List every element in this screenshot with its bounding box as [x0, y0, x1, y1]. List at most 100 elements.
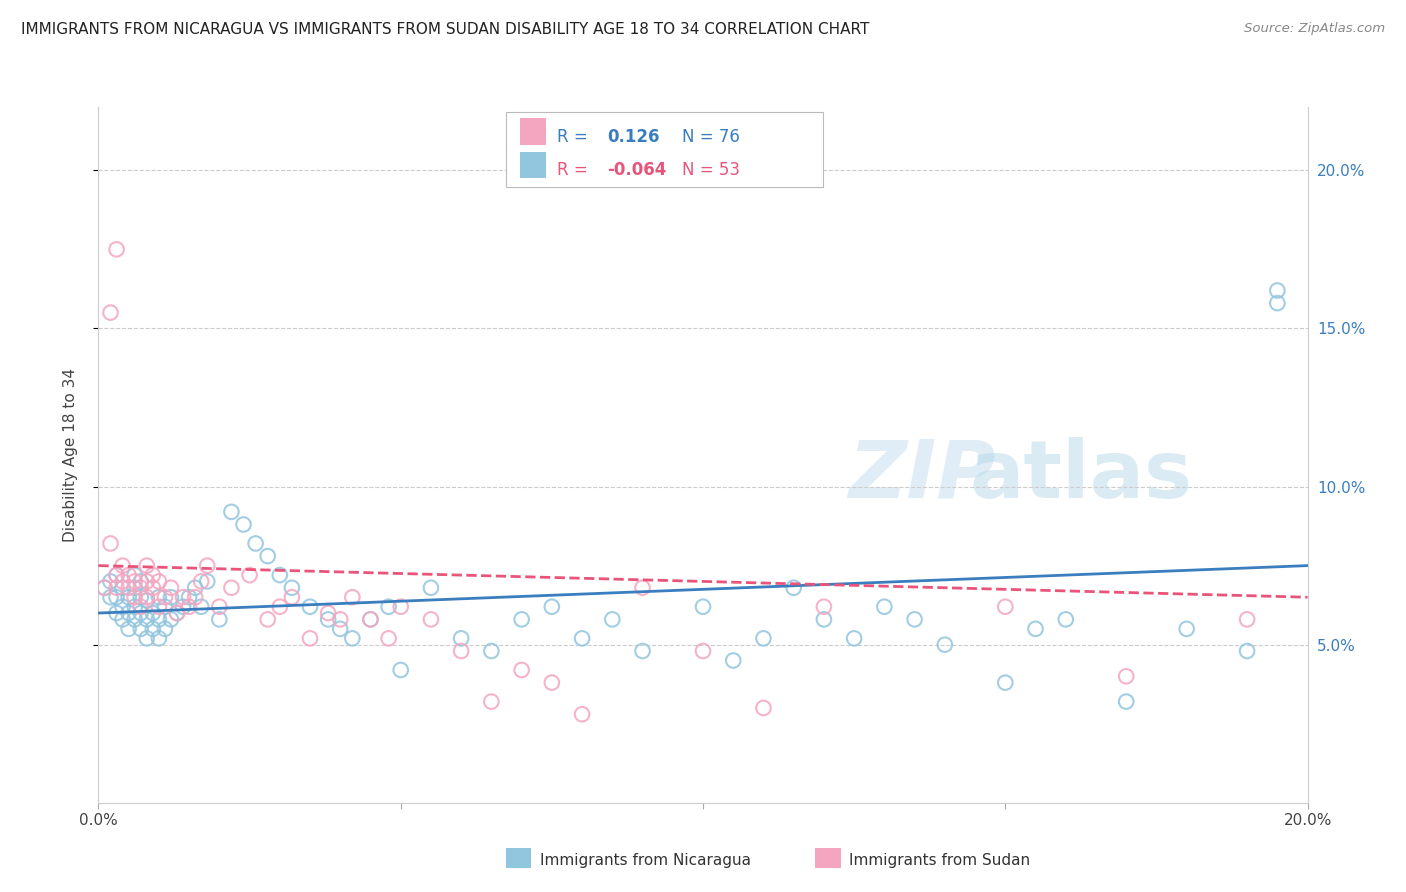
Point	[245, 536, 267, 550]
Point	[329, 612, 352, 626]
Point	[329, 622, 352, 636]
Point	[692, 599, 714, 614]
Point	[184, 591, 207, 605]
Point	[166, 606, 188, 620]
Point	[692, 644, 714, 658]
Point	[111, 599, 134, 614]
Y-axis label: Disability Age 18 to 34: Disability Age 18 to 34	[63, 368, 77, 542]
Point	[135, 632, 157, 646]
Point	[118, 591, 141, 605]
Point	[510, 612, 533, 626]
Point	[160, 591, 183, 605]
Point	[281, 581, 304, 595]
Point	[195, 558, 218, 573]
Point	[934, 638, 956, 652]
Point	[172, 591, 194, 605]
Point	[190, 574, 212, 589]
Point	[360, 612, 382, 626]
Point	[481, 695, 503, 709]
Point	[111, 574, 134, 589]
Point	[420, 612, 443, 626]
Point	[994, 599, 1017, 614]
Point	[510, 663, 533, 677]
Point	[142, 622, 165, 636]
Point	[389, 663, 412, 677]
Point	[129, 574, 152, 589]
Point	[269, 568, 291, 582]
Point	[342, 632, 364, 646]
Point	[571, 707, 593, 722]
Point	[153, 591, 176, 605]
Point	[190, 599, 212, 614]
Point	[105, 568, 128, 582]
Point	[100, 305, 122, 319]
Point	[208, 599, 231, 614]
Point	[124, 591, 146, 605]
Point	[111, 612, 134, 626]
Point	[129, 606, 152, 620]
Point	[142, 568, 165, 582]
Point	[129, 591, 152, 605]
Point	[179, 599, 201, 614]
Text: R =: R =	[557, 161, 588, 178]
Point	[316, 612, 339, 626]
Point	[129, 599, 152, 614]
Point	[481, 644, 503, 658]
Point	[208, 612, 231, 626]
Point	[105, 591, 128, 605]
Point	[153, 622, 176, 636]
Point	[316, 606, 339, 620]
Point	[105, 243, 128, 257]
Point	[450, 644, 472, 658]
Point	[153, 599, 176, 614]
Point	[783, 581, 806, 595]
Point	[124, 599, 146, 614]
Point	[873, 599, 896, 614]
Point	[631, 581, 654, 595]
Point	[160, 581, 183, 595]
Point	[93, 581, 115, 595]
Point	[813, 612, 835, 626]
Point	[1236, 644, 1258, 658]
Point	[129, 581, 152, 595]
Text: atlas: atlas	[969, 437, 1192, 515]
Point	[299, 599, 322, 614]
Point	[118, 622, 141, 636]
Point	[360, 612, 382, 626]
Point	[93, 581, 115, 595]
Point	[124, 581, 146, 595]
Point	[540, 675, 562, 690]
Point	[221, 505, 243, 519]
Text: -0.064: -0.064	[607, 161, 666, 178]
Text: ZIP: ZIP	[848, 437, 995, 515]
Point	[135, 558, 157, 573]
Point	[420, 581, 443, 595]
Point	[124, 612, 146, 626]
Point	[1115, 669, 1137, 683]
Point	[135, 612, 157, 626]
Point	[1024, 622, 1046, 636]
Point	[124, 574, 146, 589]
Point	[1054, 612, 1077, 626]
Point	[105, 606, 128, 620]
Text: Immigrants from Nicaragua: Immigrants from Nicaragua	[540, 853, 751, 868]
Point	[142, 606, 165, 620]
Point	[256, 612, 278, 626]
Point	[1267, 284, 1289, 298]
Point	[1267, 296, 1289, 310]
Point	[239, 568, 262, 582]
Text: N = 76: N = 76	[682, 128, 740, 145]
Point	[124, 568, 146, 582]
Point	[195, 574, 218, 589]
Point	[631, 644, 654, 658]
Point	[723, 653, 745, 667]
Text: N = 53: N = 53	[682, 161, 740, 178]
Point	[389, 599, 412, 614]
Point	[129, 622, 152, 636]
Text: R =: R =	[557, 128, 588, 145]
Point	[135, 591, 157, 605]
Point	[105, 581, 128, 595]
Point	[160, 612, 183, 626]
Point	[1236, 612, 1258, 626]
Point	[221, 581, 243, 595]
